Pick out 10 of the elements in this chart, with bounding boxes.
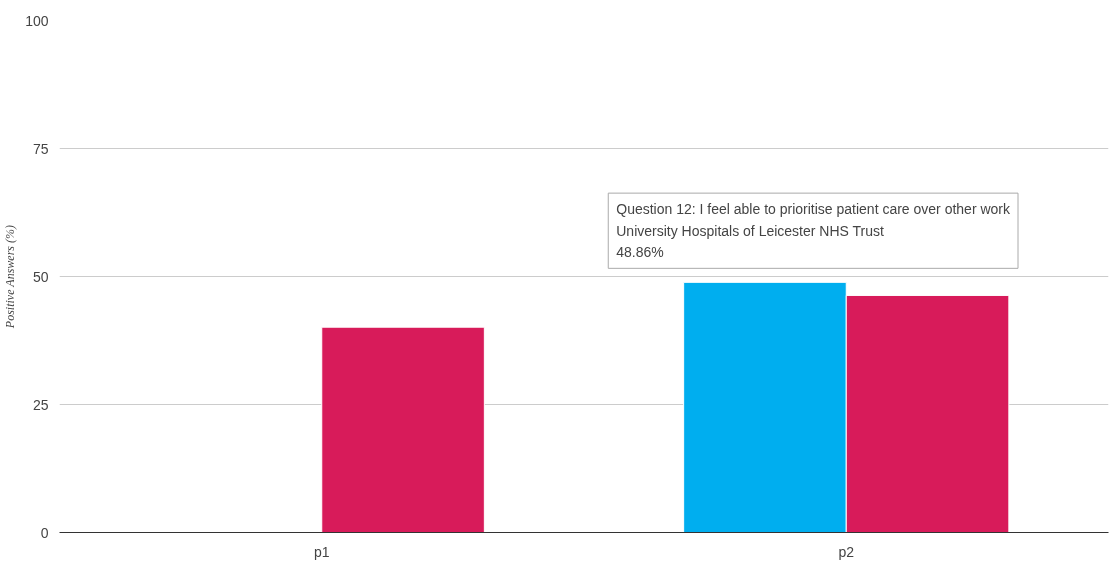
y-tick-label: 25	[32, 396, 49, 413]
y-axis-title: Positive Answers (%)	[3, 225, 18, 330]
y-tick-label: 75	[32, 140, 49, 157]
y-tick-label: 50	[32, 268, 49, 285]
annotation: Question 12: I feel able to prioritise patient care over other work University Hospitals of Leicester NHS Trust 48.86%	[616, 201, 1012, 261]
x-tick-label: p2	[838, 543, 855, 560]
x-tick-label: p1	[313, 543, 330, 560]
bar	[321, 326, 485, 533]
y-tick-label: 100	[25, 12, 49, 29]
y-tick-label: 0	[40, 524, 49, 541]
